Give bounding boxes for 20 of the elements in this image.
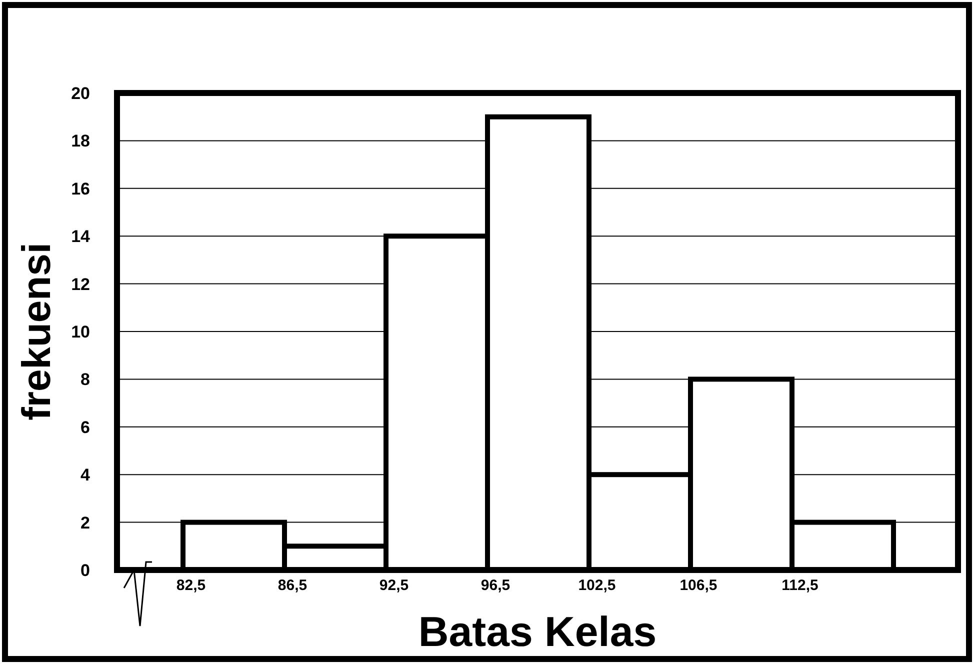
x-tick-label: 112,5: [782, 577, 818, 594]
x-tick-label: 96,5: [480, 577, 510, 594]
x-tick-label: 92,5: [379, 577, 409, 594]
x-tick-label: 86,5: [278, 577, 308, 594]
y-tick-label: 12: [71, 274, 90, 294]
y-tick-label: 6: [80, 418, 90, 437]
y-tick-label: 18: [71, 132, 90, 151]
x-tick-label: 82,5: [176, 577, 206, 594]
x-axis-title: Batas Kelas: [418, 608, 657, 655]
y-tick-label: 4: [80, 466, 91, 485]
y-tick-label: 14: [71, 227, 91, 246]
y-tick-label: 20: [71, 84, 90, 103]
x-tick-label: 106,5: [680, 577, 718, 594]
y-tick-label: 10: [71, 322, 90, 342]
y-axis-title: frekuensi: [15, 242, 59, 420]
x-tick-label: 102,5: [578, 577, 616, 594]
y-tick-label: 0: [80, 560, 90, 580]
y-tick-label: 8: [80, 370, 90, 390]
y-tick-label: 16: [71, 179, 90, 198]
y-tick-label: 2: [80, 513, 90, 532]
